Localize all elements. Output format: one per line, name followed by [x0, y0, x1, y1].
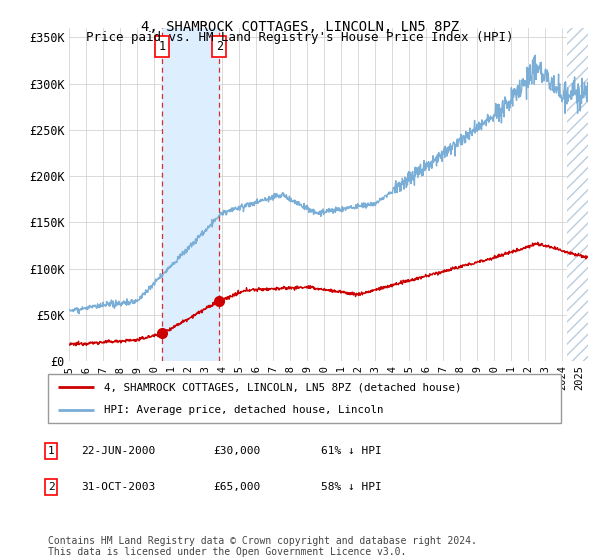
Text: 4, SHAMROCK COTTAGES, LINCOLN, LN5 8PZ: 4, SHAMROCK COTTAGES, LINCOLN, LN5 8PZ [141, 20, 459, 34]
Bar [567, 28, 596, 361]
Text: £65,000: £65,000 [213, 482, 260, 492]
Text: 4, SHAMROCK COTTAGES, LINCOLN, LN5 8PZ (detached house): 4, SHAMROCK COTTAGES, LINCOLN, LN5 8PZ (… [104, 382, 462, 393]
Text: HPI: Average price, detached house, Lincoln: HPI: Average price, detached house, Linc… [104, 405, 384, 416]
Text: 2: 2 [215, 40, 223, 53]
Text: 1: 1 [47, 446, 55, 456]
Text: Price paid vs. HM Land Registry's House Price Index (HPI): Price paid vs. HM Land Registry's House … [86, 31, 514, 44]
Text: 1: 1 [158, 40, 166, 53]
Text: 2: 2 [47, 482, 55, 492]
Text: 61% ↓ HPI: 61% ↓ HPI [321, 446, 382, 456]
Text: 58% ↓ HPI: 58% ↓ HPI [321, 482, 382, 492]
Text: £30,000: £30,000 [213, 446, 260, 456]
Text: 22-JUN-2000: 22-JUN-2000 [81, 446, 155, 456]
Text: 31-OCT-2003: 31-OCT-2003 [81, 482, 155, 492]
Bar [162, 28, 219, 361]
FancyBboxPatch shape [48, 374, 561, 423]
Text: Contains HM Land Registry data © Crown copyright and database right 2024.
This d: Contains HM Land Registry data © Crown c… [48, 535, 477, 557]
Bar [567, 28, 596, 361]
